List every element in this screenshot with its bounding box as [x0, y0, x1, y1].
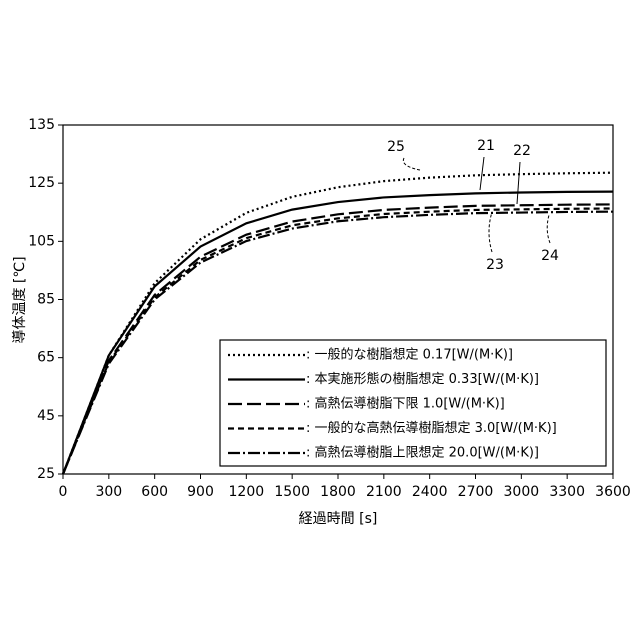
annotation: 21	[477, 138, 495, 154]
legend-label: : 本実施形態の樹脂想定 0.33[W/(M·K)]	[306, 371, 539, 387]
x-tick-label: 0	[59, 484, 68, 500]
y-tick-label: 25	[37, 466, 55, 482]
annotation-leader	[403, 158, 420, 170]
x-tick-label: 2400	[412, 484, 448, 500]
annotation-leader	[480, 157, 484, 190]
annotation-leader	[517, 162, 520, 204]
x-tick-label: 1800	[320, 484, 356, 500]
legend-label: : 一般的な樹脂想定 0.17[W/(M·K)]	[306, 347, 513, 363]
annotation-leader	[489, 212, 492, 252]
legend-label: : 一般的な高熱伝導樹脂想定 3.0[W/(M·K)]	[306, 420, 557, 436]
y-tick-label: 105	[28, 233, 55, 249]
x-tick-label: 3600	[595, 484, 631, 500]
annotation: 23	[486, 257, 504, 273]
annotation-leader	[547, 215, 550, 243]
x-tick-label: 3000	[504, 484, 540, 500]
x-tick-label: 2700	[458, 484, 494, 500]
annotation: 22	[513, 143, 531, 159]
x-tick-label: 2100	[366, 484, 402, 500]
y-axis-label: 導体温度 [℃]	[12, 256, 28, 343]
y-tick-label: 125	[28, 175, 55, 191]
y-tick-label: 45	[37, 408, 55, 424]
y-tick-label: 135	[28, 117, 55, 133]
chart: 経過時間 [s] 導体温度 [℃] 25 45 65 85 105 125 135 0 300 6…	[0, 0, 640, 640]
x-tick-label: 1200	[229, 484, 265, 500]
x-tick-label: 600	[141, 484, 168, 500]
x-axis-label: 経過時間 [s]	[299, 511, 378, 527]
annotation: 24	[541, 248, 559, 264]
y-tick-label: 65	[37, 350, 55, 366]
legend-label: : 高熱伝導樹脂上限想定 20.0[W/(M·K)]	[306, 445, 539, 461]
x-tick-label: 1500	[274, 484, 310, 500]
x-tick-label: 300	[95, 484, 122, 500]
x-tick-label: 900	[187, 484, 214, 500]
annotation: 25	[387, 139, 405, 155]
legend-label: : 高熱伝導樹脂下限 1.0[W/(M·K)]	[306, 396, 505, 412]
y-tick-label: 85	[37, 292, 55, 308]
x-tick-label: 3300	[549, 484, 585, 500]
